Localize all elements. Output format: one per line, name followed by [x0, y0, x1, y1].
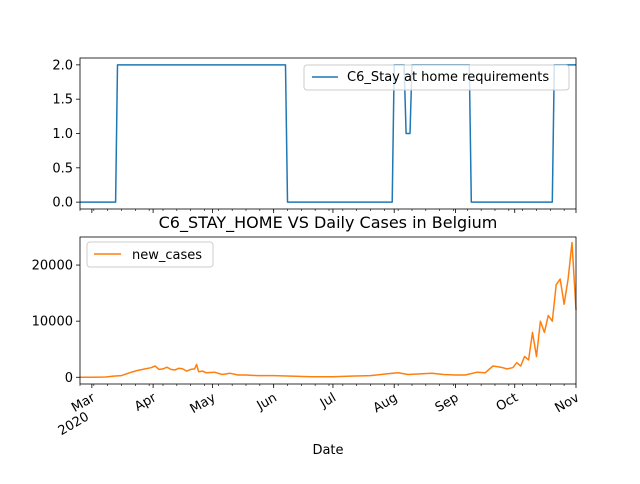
bottom-y-axis: 0 10000 20000 — [32, 259, 80, 386]
top-series-lines — [80, 64, 576, 203]
x-axis-label: Date — [312, 443, 343, 458]
y-tick-label: 2.0 — [52, 58, 73, 73]
bottom-legend-label: new_cases — [132, 248, 202, 263]
series-line-new-cases — [80, 241, 577, 379]
bottom-chart-title: C6_STAY_HOME VS Daily Cases in Belgium — [159, 213, 498, 233]
top-axes-frame — [79, 57, 577, 210]
y-tick-label: 1.5 — [52, 93, 73, 108]
y-tick-label: 20000 — [32, 259, 73, 274]
top-legend: C6_Stay at home requirements — [303, 64, 570, 91]
y-tick-label: 0 — [65, 371, 73, 386]
bottom-legend-box — [86, 241, 214, 268]
top-legend-label: C6_Stay at home requirements — [347, 70, 549, 85]
y-tick-label: 0.5 — [52, 161, 73, 176]
bottom-legend: new_cases — [86, 241, 214, 268]
top-legend-box — [303, 64, 570, 91]
y-tick-label: 1.0 — [52, 127, 73, 142]
top-y-axis: 0.0 0.5 1.0 1.5 2.0 — [52, 58, 80, 211]
y-tick-label: 0.0 — [52, 196, 73, 211]
top-axes: 0.0 0.5 1.0 1.5 2.0 C6_Stay at home requirem… — [52, 57, 577, 213]
bottom-series-lines — [80, 241, 577, 379]
y-tick-label: 10000 — [32, 315, 73, 330]
x-tick-label: Jul — [317, 390, 339, 411]
series-line-c6-stay-at-home-requirements — [80, 64, 576, 203]
bottom-axes-frame — [79, 236, 577, 385]
